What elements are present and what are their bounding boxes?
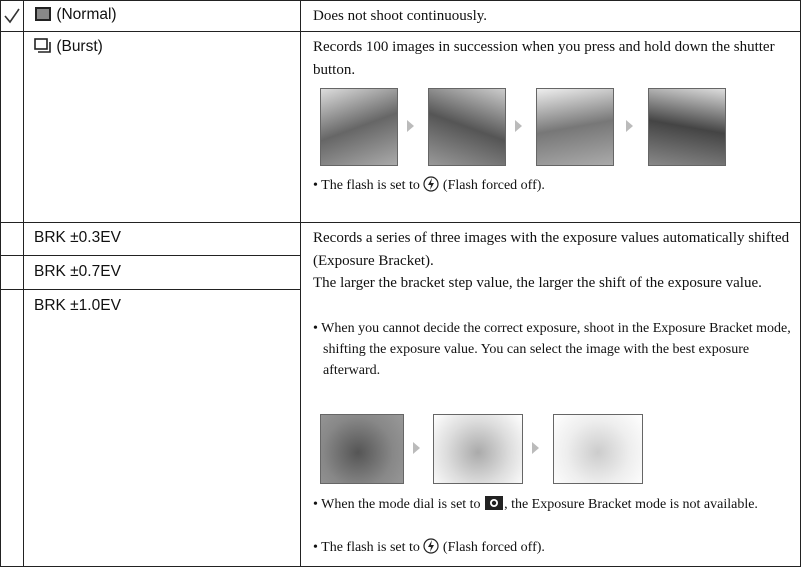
border bbox=[0, 0, 1, 567]
mode-label: BRK ±0.7EV bbox=[34, 263, 121, 280]
photo bbox=[433, 414, 523, 484]
photo bbox=[320, 414, 404, 484]
border bbox=[800, 0, 801, 567]
mode-cell: (Normal) bbox=[34, 6, 117, 24]
note: • When the mode dial is set to , the Exp… bbox=[313, 494, 791, 515]
mode-label: BRK ±1.0EV bbox=[34, 297, 121, 314]
arrow bbox=[413, 442, 420, 454]
arrow bbox=[515, 120, 522, 132]
note-text: • The flash is set to bbox=[313, 540, 420, 555]
paragraph: Records a series of three images with th… bbox=[313, 230, 790, 269]
border bbox=[23, 0, 24, 567]
paragraph: The larger the bracket step value, the l… bbox=[313, 275, 762, 291]
mode-label: BRK ±0.3EV bbox=[34, 229, 121, 246]
photo bbox=[648, 88, 726, 166]
arrow bbox=[407, 120, 414, 132]
check-icon bbox=[4, 8, 20, 24]
arrow bbox=[626, 120, 633, 132]
note-text: , the Exposure Bracket mode is not avail… bbox=[504, 497, 758, 512]
description: Records 100 images in succession when yo… bbox=[313, 39, 775, 78]
mode-label: (Burst) bbox=[56, 38, 103, 55]
border bbox=[0, 31, 801, 32]
note-text: (Flash forced off). bbox=[442, 178, 545, 193]
note: • The flash is set to (Flash forced off)… bbox=[313, 175, 791, 196]
mode-label: (Normal) bbox=[56, 6, 117, 23]
border bbox=[300, 0, 301, 567]
border bbox=[0, 222, 801, 223]
note-text: • When the mode dial is set to bbox=[313, 497, 481, 512]
camera-icon bbox=[485, 496, 504, 510]
note-text: (Flash forced off). bbox=[442, 540, 545, 555]
border bbox=[0, 255, 300, 256]
border bbox=[0, 289, 300, 290]
note-text: • The flash is set to bbox=[313, 178, 420, 193]
normal-icon bbox=[35, 7, 51, 21]
photo bbox=[320, 88, 398, 166]
photo bbox=[428, 88, 506, 166]
arrow bbox=[532, 442, 539, 454]
note: • When you cannot decide the correct exp… bbox=[313, 321, 791, 378]
photo bbox=[553, 414, 643, 484]
photo bbox=[536, 88, 614, 166]
border bbox=[0, 0, 801, 1]
description: Records a series of three images with th… bbox=[313, 227, 791, 295]
mode-cell: (Burst) bbox=[34, 38, 103, 56]
description: Does not shoot continuously. bbox=[313, 8, 488, 24]
note: • The flash is set to (Flash forced off)… bbox=[313, 537, 791, 558]
flash-off-icon bbox=[423, 538, 440, 554]
burst-icon bbox=[34, 38, 51, 53]
flash-off-icon bbox=[423, 176, 440, 192]
